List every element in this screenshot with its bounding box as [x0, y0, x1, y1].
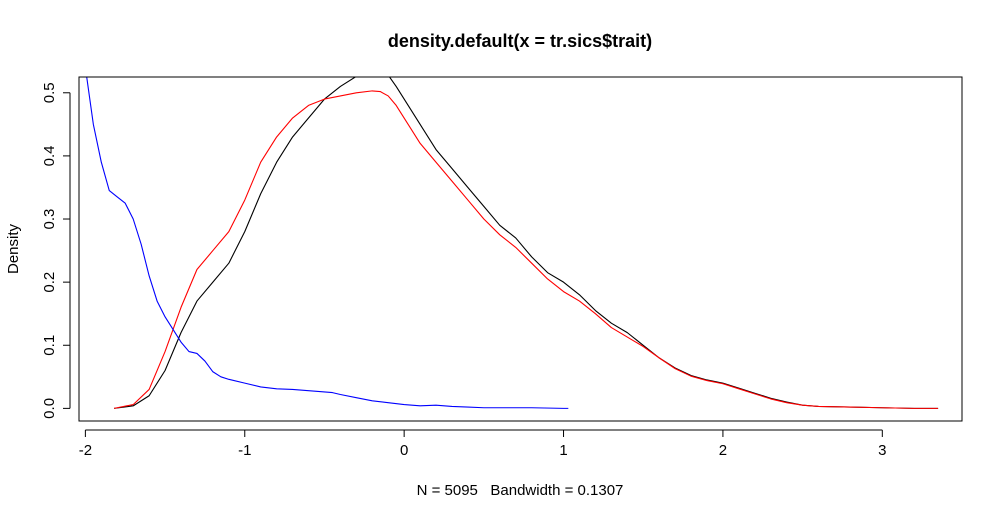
x-tick-label: -2 [79, 442, 92, 459]
y-tick-label: 0.1 [41, 335, 58, 356]
x-tick-label: -1 [238, 442, 251, 459]
density-line-3 [86, 77, 569, 409]
x-axis: -2 -1 0 1 2 3 [79, 429, 886, 459]
density-line-2 [113, 90, 939, 409]
series-layer [86, 77, 939, 409]
x-tick-label: 2 [719, 442, 727, 459]
density-line-1 [113, 77, 939, 409]
y-axis: 0.0 0.1 0.2 0.3 0.4 0.5 [41, 82, 71, 419]
y-tick-label: 0.3 [41, 209, 58, 230]
y-tick-label: 0.2 [41, 272, 58, 293]
y-tick-label: 0.0 [41, 398, 58, 419]
x-tick-label: 3 [878, 442, 886, 459]
chart-title: density.default(x = tr.sics$trait) [388, 31, 652, 51]
x-axis-label: N = 5095 Bandwidth = 0.1307 [417, 482, 624, 499]
x-tick-label: 1 [559, 442, 567, 459]
y-tick-label: 0.5 [41, 82, 58, 103]
y-axis-label: Density [5, 223, 22, 274]
x-tick-label: 0 [400, 442, 408, 459]
plot-frame [78, 76, 963, 422]
y-tick-label: 0.4 [41, 145, 58, 166]
